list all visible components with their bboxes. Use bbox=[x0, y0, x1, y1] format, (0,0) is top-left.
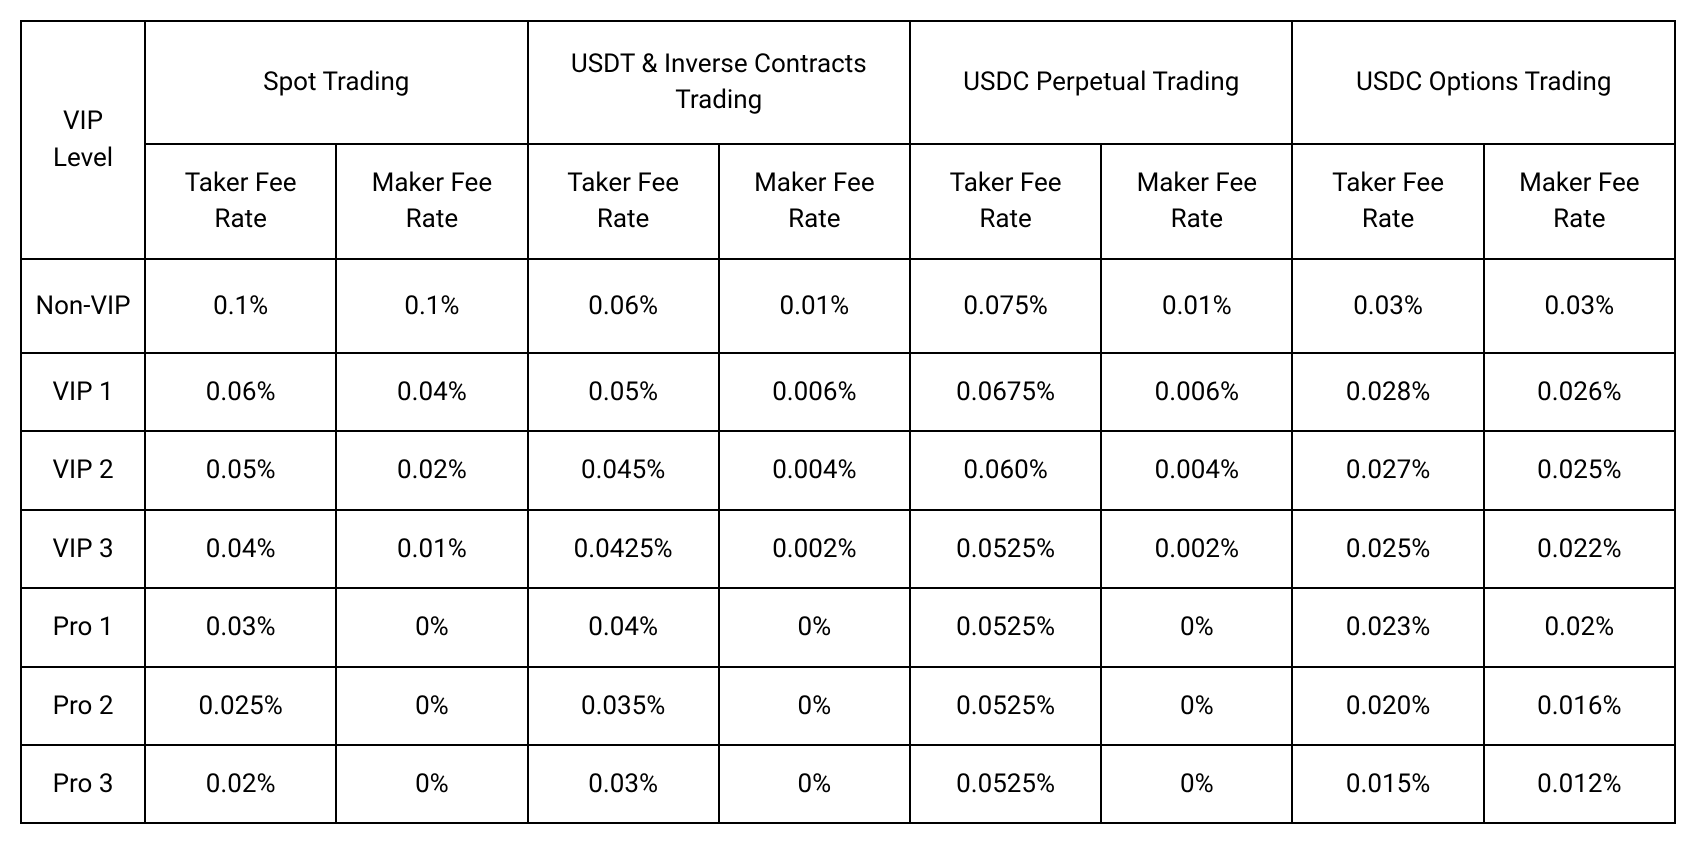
data-cell: 0.03% bbox=[528, 745, 719, 823]
data-cell: 0.06% bbox=[145, 353, 336, 431]
fee-rate-table: VIP Level Spot Trading USDT & Inverse Co… bbox=[20, 20, 1676, 824]
data-cell: 0.012% bbox=[1484, 745, 1675, 823]
data-cell: 0.03% bbox=[1484, 259, 1675, 353]
data-cell: 0.028% bbox=[1292, 353, 1483, 431]
data-cell: 0.04% bbox=[528, 588, 719, 666]
data-cell: 0.0525% bbox=[910, 510, 1101, 588]
table-row: VIP 3 0.04% 0.01% 0.0425% 0.002% 0.0525%… bbox=[21, 510, 1675, 588]
data-cell: 0.020% bbox=[1292, 667, 1483, 745]
data-cell: 0.004% bbox=[719, 431, 910, 509]
data-cell: 0.060% bbox=[910, 431, 1101, 509]
data-cell: 0.1% bbox=[336, 259, 527, 353]
group-header-usdc-options: USDC Options Trading bbox=[1292, 21, 1675, 144]
sub-header-spot-maker: Maker Fee Rate bbox=[336, 144, 527, 259]
table-row: Pro 1 0.03% 0% 0.04% 0% 0.0525% 0% 0.023… bbox=[21, 588, 1675, 666]
sub-header-usdcp-taker: Taker Fee Rate bbox=[910, 144, 1101, 259]
data-cell: 0.002% bbox=[1101, 510, 1292, 588]
table-row: Non-VIP 0.1% 0.1% 0.06% 0.01% 0.075% 0.0… bbox=[21, 259, 1675, 353]
data-cell: 0% bbox=[336, 588, 527, 666]
data-cell: 0.01% bbox=[336, 510, 527, 588]
data-cell: 0.1% bbox=[145, 259, 336, 353]
data-cell: 0.0525% bbox=[910, 667, 1101, 745]
data-cell: 0.02% bbox=[145, 745, 336, 823]
sub-header-spot-taker: Taker Fee Rate bbox=[145, 144, 336, 259]
data-cell: 0.03% bbox=[1292, 259, 1483, 353]
data-cell: 0% bbox=[719, 667, 910, 745]
data-cell: 0% bbox=[1101, 745, 1292, 823]
group-header-usdt-inverse: USDT & Inverse Contracts Trading bbox=[528, 21, 910, 144]
data-cell: 0.03% bbox=[145, 588, 336, 666]
table-row: VIP 1 0.06% 0.04% 0.05% 0.006% 0.0675% 0… bbox=[21, 353, 1675, 431]
group-header-spot: Spot Trading bbox=[145, 21, 527, 144]
data-cell: 0% bbox=[719, 745, 910, 823]
data-cell: 0% bbox=[719, 588, 910, 666]
data-cell: 0.02% bbox=[336, 431, 527, 509]
data-cell: 0.026% bbox=[1484, 353, 1675, 431]
data-cell: 0.025% bbox=[1292, 510, 1483, 588]
data-cell: 0.06% bbox=[528, 259, 719, 353]
level-cell: VIP 1 bbox=[21, 353, 145, 431]
data-cell: 0.006% bbox=[1101, 353, 1292, 431]
data-cell: 0.004% bbox=[1101, 431, 1292, 509]
sub-header-usdco-taker: Taker Fee Rate bbox=[1292, 144, 1483, 259]
group-header-usdc-perpetual: USDC Perpetual Trading bbox=[910, 21, 1292, 144]
data-cell: 0.075% bbox=[910, 259, 1101, 353]
data-cell: 0.002% bbox=[719, 510, 910, 588]
sub-header-usdcp-maker: Maker Fee Rate bbox=[1101, 144, 1292, 259]
level-cell: Pro 2 bbox=[21, 667, 145, 745]
data-cell: 0.0425% bbox=[528, 510, 719, 588]
data-cell: 0.01% bbox=[1101, 259, 1292, 353]
data-cell: 0.045% bbox=[528, 431, 719, 509]
sub-header-usdt-taker: Taker Fee Rate bbox=[528, 144, 719, 259]
level-cell: Pro 3 bbox=[21, 745, 145, 823]
data-cell: 0.0675% bbox=[910, 353, 1101, 431]
data-cell: 0.05% bbox=[528, 353, 719, 431]
table-header-row-groups: VIP Level Spot Trading USDT & Inverse Co… bbox=[21, 21, 1675, 144]
data-cell: 0.05% bbox=[145, 431, 336, 509]
data-cell: 0.027% bbox=[1292, 431, 1483, 509]
data-cell: 0.035% bbox=[528, 667, 719, 745]
level-cell: Non-VIP bbox=[21, 259, 145, 353]
data-cell: 0.04% bbox=[145, 510, 336, 588]
data-cell: 0% bbox=[336, 745, 527, 823]
level-cell: VIP 3 bbox=[21, 510, 145, 588]
data-cell: 0.0525% bbox=[910, 745, 1101, 823]
data-cell: 0% bbox=[336, 667, 527, 745]
data-cell: 0.025% bbox=[145, 667, 336, 745]
data-cell: 0.01% bbox=[719, 259, 910, 353]
sub-header-usdco-maker: Maker Fee Rate bbox=[1484, 144, 1675, 259]
data-cell: 0% bbox=[1101, 667, 1292, 745]
vip-level-header: VIP Level bbox=[21, 21, 145, 259]
data-cell: 0.04% bbox=[336, 353, 527, 431]
data-cell: 0.016% bbox=[1484, 667, 1675, 745]
data-cell: 0.02% bbox=[1484, 588, 1675, 666]
table-header-row-sub: Taker Fee Rate Maker Fee Rate Taker Fee … bbox=[21, 144, 1675, 259]
data-cell: 0.0525% bbox=[910, 588, 1101, 666]
data-cell: 0.015% bbox=[1292, 745, 1483, 823]
sub-header-usdt-maker: Maker Fee Rate bbox=[719, 144, 910, 259]
data-cell: 0.022% bbox=[1484, 510, 1675, 588]
table-row: VIP 2 0.05% 0.02% 0.045% 0.004% 0.060% 0… bbox=[21, 431, 1675, 509]
level-cell: VIP 2 bbox=[21, 431, 145, 509]
level-cell: Pro 1 bbox=[21, 588, 145, 666]
table-row: Pro 2 0.025% 0% 0.035% 0% 0.0525% 0% 0.0… bbox=[21, 667, 1675, 745]
table-row: Pro 3 0.02% 0% 0.03% 0% 0.0525% 0% 0.015… bbox=[21, 745, 1675, 823]
data-cell: 0.023% bbox=[1292, 588, 1483, 666]
data-cell: 0.025% bbox=[1484, 431, 1675, 509]
table-body: Non-VIP 0.1% 0.1% 0.06% 0.01% 0.075% 0.0… bbox=[21, 259, 1675, 824]
data-cell: 0.006% bbox=[719, 353, 910, 431]
data-cell: 0% bbox=[1101, 588, 1292, 666]
